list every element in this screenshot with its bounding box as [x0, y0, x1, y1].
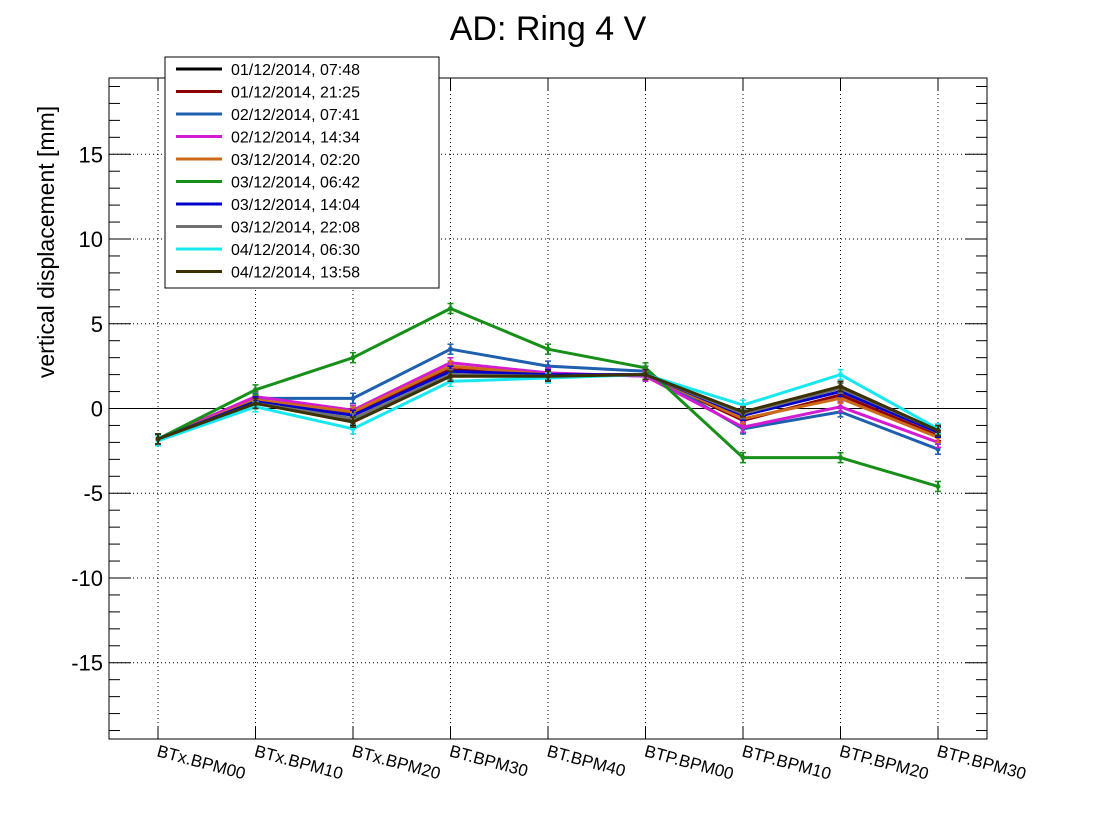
data-point [935, 428, 941, 434]
y-axis-label: vertical displacement [mm] [33, 106, 59, 378]
data-point [838, 404, 843, 410]
x-tick-label: BTP.BPM20 [837, 742, 930, 784]
legend: 01/12/2014, 07:48 01/12/2014, 21:25 02/12/… [164, 56, 440, 289]
data-point [350, 419, 356, 425]
legend-entry-label: 03/12/2014, 02:20 [231, 152, 360, 169]
legend-entry-label: 03/12/2014, 06:42 [231, 175, 360, 192]
legend-entry-label: 04/12/2014, 06:30 [231, 242, 360, 259]
data-point [838, 372, 843, 378]
x-tick-label: BTP.BPM00 [642, 742, 735, 784]
data-point [350, 395, 356, 401]
data-point [253, 387, 258, 393]
data-point [740, 455, 746, 461]
legend-entry-label: 02/12/2014, 07:41 [231, 107, 360, 124]
legend-entry-label: 02/12/2014, 14:34 [231, 130, 360, 147]
data-point [253, 400, 258, 406]
x-tick-label: BTP.BPM30 [935, 742, 1028, 784]
legend-entry-label: 04/12/2014, 13:58 [231, 265, 360, 282]
chart-title: AD: Ring 4 V [450, 10, 647, 48]
x-tick-label: BTP.BPM10 [740, 742, 833, 784]
data-point [545, 346, 551, 352]
y-tick-label: -5 [83, 481, 103, 506]
data-point [838, 455, 843, 461]
data-point [448, 346, 453, 352]
x-tick-label: BTx.BPM10 [252, 742, 345, 784]
legend-entry-label: 03/12/2014, 22:08 [231, 220, 360, 237]
data-point [545, 373, 551, 379]
data-point [350, 355, 356, 361]
legend-entry-label: 03/12/2014, 14:04 [231, 197, 360, 214]
data-point [838, 383, 843, 389]
x-tick-label: BT.BPM40 [545, 742, 627, 781]
legend-entry-label: 01/12/2014, 07:48 [231, 62, 360, 79]
series-04-12-2014-13-58 [155, 368, 941, 445]
data-point [740, 409, 746, 415]
data-point [935, 483, 941, 489]
y-tick-label: -10 [71, 566, 103, 591]
data-point [740, 424, 746, 430]
data-point [643, 372, 648, 378]
data-point [448, 373, 453, 379]
data-point [448, 306, 453, 312]
y-tick-label: -15 [71, 651, 103, 676]
y-axis-tick-labels: -15 -10 -5 0 5 10 15 [71, 142, 103, 675]
y-tick-label: 10 [79, 227, 103, 252]
legend-entry-label: 01/12/2014, 21:25 [231, 85, 360, 102]
x-tick-label: BTx.BPM00 [155, 742, 248, 784]
x-axis-tick-labels: BTx.BPM00 BTx.BPM10 BTx.BPM20 BT.BPM30 BT.BP… [155, 742, 1028, 784]
series-layer [155, 302, 941, 493]
x-tick-label: BTx.BPM20 [350, 742, 443, 784]
y-tick-label: 15 [79, 142, 103, 167]
y-tick-label: 5 [91, 312, 103, 337]
y-tick-label: 0 [91, 397, 103, 422]
data-point [155, 436, 161, 442]
x-tick-label: BT.BPM30 [447, 742, 529, 781]
